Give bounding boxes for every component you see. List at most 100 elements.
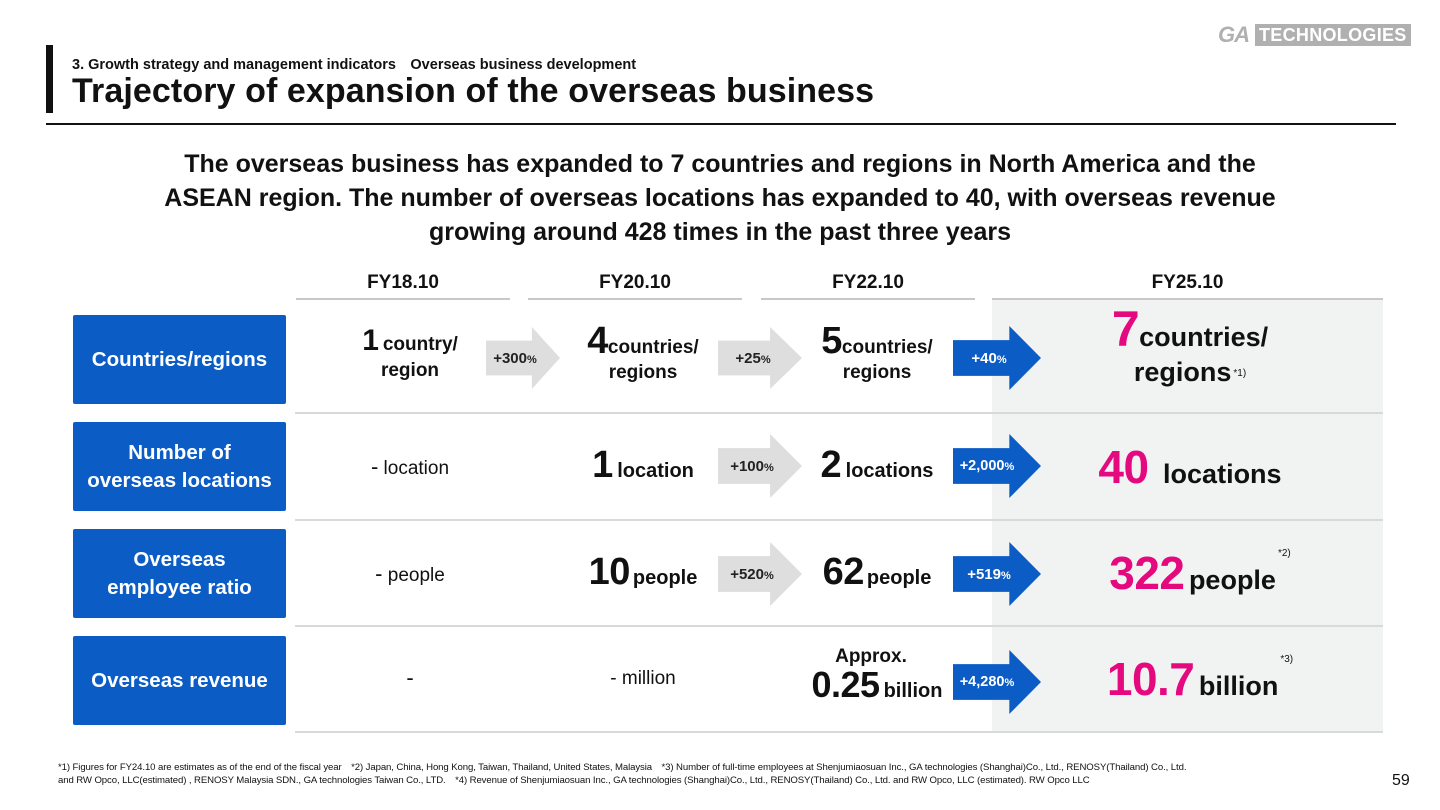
column-header-underline (296, 298, 510, 300)
value-number: 40 (1098, 441, 1149, 493)
company-logo: GA TECHNOLOGIES (1218, 22, 1411, 47)
row-divider (295, 519, 1383, 521)
footnotes: *1) Figures for FY24.10 are estimates as… (58, 761, 1378, 787)
value-number: 1 (362, 324, 379, 357)
footnote-ref: *1) (1233, 368, 1247, 379)
title-accent-bar (46, 45, 53, 113)
column-header-underline (528, 298, 742, 300)
cell-locations-fy25: 40 locations (1075, 440, 1305, 494)
cell-employees-fy25: 322 people*2) (1075, 546, 1325, 600)
value-unit: people (866, 567, 932, 589)
growth-value: +25 (735, 349, 761, 367)
value-unit: countries/ (607, 337, 699, 358)
row-label-text: Overseas revenue (91, 668, 268, 692)
column-header-fy20: FY20.10 (599, 272, 671, 293)
row-label-employees: Overseas employee ratio (73, 529, 286, 618)
value-unit: locations (1163, 459, 1282, 489)
value-prefix: Approx. (835, 646, 907, 667)
value-number: 10.7 (1106, 653, 1195, 705)
cell-employees-fy22: 62 people (792, 551, 962, 594)
cell-countries-fy20: 4countries/ regions (555, 322, 731, 386)
percent-sign: % (1001, 569, 1011, 582)
value-text: - million (610, 668, 676, 689)
row-label-text: Number of (128, 440, 231, 464)
row-divider (295, 731, 1383, 733)
logo-technologies-text: TECHNOLOGIES (1255, 24, 1411, 46)
headline-line-3: growing around 428 times in the past thr… (428, 218, 1012, 246)
value-unit: regions (1133, 357, 1232, 387)
percent-sign: % (764, 569, 774, 582)
percent-sign: % (996, 353, 1007, 366)
value-unit: people (632, 567, 698, 589)
row-divider (295, 625, 1383, 627)
cell-revenue-fy20: - million (555, 668, 731, 690)
row-label-text: Countries/regions (91, 347, 268, 371)
value-number: 10 (588, 551, 631, 593)
value-unit: countries/ (841, 337, 933, 358)
percent-sign: % (1004, 677, 1015, 689)
growth-value: +100 (730, 457, 764, 475)
header-divider (46, 123, 1396, 125)
value-dash: - (370, 454, 379, 479)
percent-sign: % (1004, 461, 1015, 473)
cell-locations-fy22: 2 locations (792, 444, 962, 487)
value-unit: region (380, 360, 440, 381)
growth-value: +300 (493, 349, 527, 367)
value-unit: locations (845, 460, 934, 482)
value-unit: country/ (382, 334, 458, 355)
headline-line-1: The overseas business has expanded to 7 … (184, 150, 1256, 178)
row-divider (295, 412, 1383, 414)
value-unit: people (1188, 565, 1276, 595)
cell-employees-fy20: 10 people (555, 551, 731, 594)
growth-value: +4,280 (959, 674, 1005, 690)
section-label: 3. Growth strategy and management indica… (72, 57, 637, 73)
value-number: 7 (1111, 301, 1140, 357)
value-dash: - (406, 665, 414, 690)
row-label-countries: Countries/regions (73, 315, 286, 404)
percent-sign: % (527, 353, 537, 366)
headline: The overseas business has expanded to 7 … (70, 147, 1370, 249)
value-unit: billion (883, 680, 943, 702)
column-header-fy25: FY25.10 (1151, 272, 1224, 293)
value-unit: regions (842, 362, 912, 383)
value-number: 5 (821, 320, 842, 362)
value-unit: location (617, 460, 694, 482)
page-title: Trajectory of expansion of the overseas … (72, 72, 875, 110)
percent-sign: % (760, 353, 771, 366)
footnote-ref: *3) (1280, 654, 1294, 665)
row-label-revenue: Overseas revenue (73, 636, 286, 725)
headline-line-2: ASEAN region. The number of overseas loc… (164, 184, 1276, 212)
cell-revenue-fy18: - (296, 665, 524, 691)
row-label-text: Overseas (133, 547, 226, 571)
cell-revenue-fy25: 10.7 billion*3) (1075, 652, 1325, 706)
cell-countries-fy25: 7countries/ regions *1) (1075, 304, 1305, 392)
growth-value: +520 (730, 565, 764, 583)
cell-revenue-fy22: Approx. 0.25 billion (792, 646, 962, 706)
footnote-line-1: *1) Figures for FY24.10 are estimates as… (58, 762, 1187, 773)
value-unit: regions (608, 362, 678, 383)
row-label-text: overseas locations (87, 468, 272, 492)
row-label-locations: Number of overseas locations (73, 422, 286, 511)
footnote-line-2: and RW Opco, LLC(estimated) , RENOSY Mal… (58, 775, 1090, 786)
value-number: 4 (587, 320, 608, 362)
column-header-underline (761, 298, 975, 300)
value-number: 1 (592, 444, 613, 486)
column-header-underline (992, 298, 1383, 300)
value-unit: location (383, 458, 450, 479)
value-number: 62 (822, 551, 865, 593)
value-number: 322 (1109, 547, 1185, 599)
logo-ga-text: GA (1218, 22, 1250, 47)
percent-sign: % (764, 461, 774, 474)
row-label-text: employee ratio (107, 575, 252, 599)
value-unit: billion (1198, 671, 1279, 701)
cell-employees-fy18: - people (296, 561, 524, 587)
cell-countries-fy22: 5countries/ regions (792, 322, 962, 386)
value-dash: - (375, 561, 383, 586)
column-header-fy18: FY18.10 (367, 272, 439, 293)
value-unit: countries/ (1139, 322, 1269, 352)
value-unit: people (387, 565, 445, 586)
column-header-fy22: FY22.10 (832, 272, 904, 293)
value-number: 2 (820, 444, 842, 486)
cell-countries-fy18: 1 country/ region (296, 326, 524, 382)
growth-value: +40 (971, 349, 997, 367)
